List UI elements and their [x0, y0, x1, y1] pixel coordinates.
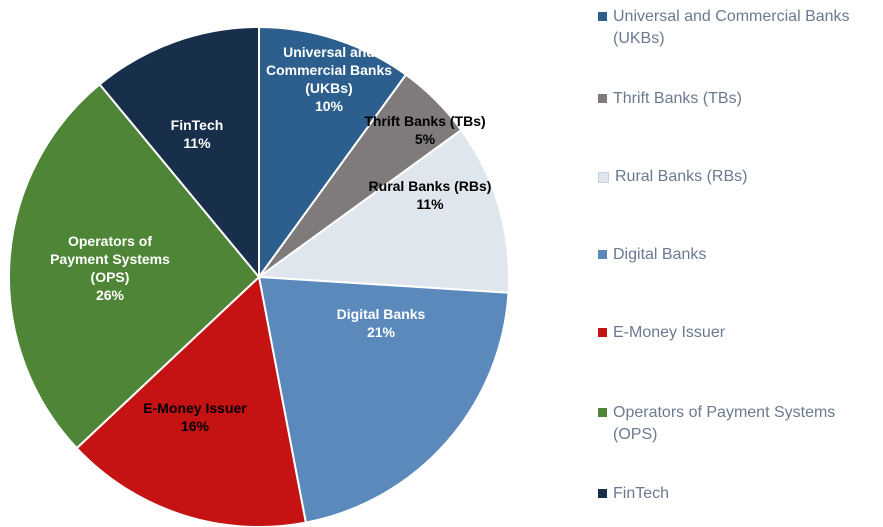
slice-name-fintech: FinTech [171, 117, 224, 133]
slice-label-digital: Digital Banks 21% [337, 306, 426, 340]
slice-name-ops: (OPS) [91, 269, 130, 285]
legend-swatch-rb [598, 172, 609, 183]
slice-label-ukb: Universal and Commercial Banks (UKBs) 10% [266, 44, 392, 114]
slice-name-ukb: (UKBs) [305, 80, 352, 96]
legend: Universal and Commercial Banks (UKBs) Thr… [598, 0, 883, 527]
legend-item-digital: Digital Banks [598, 244, 875, 266]
slice-label-fintech: FinTech 11% [171, 117, 224, 151]
legend-item-fintech: FinTech [598, 483, 875, 505]
legend-label-fintech: FinTech [613, 485, 670, 502]
pie-slice-fintech [98, 25, 260, 280]
legend-label-digital: Digital Banks [613, 246, 707, 263]
legend-swatch-fintech [598, 489, 607, 498]
legend-swatch-ops [598, 408, 607, 417]
slice-label-ops: Operators of Payment Systems (OPS) 26% [50, 233, 170, 303]
slice-percent-ops: 26% [96, 287, 125, 303]
legend-swatch-emoney [598, 328, 607, 337]
slice-name-ukb: Commercial Banks [266, 62, 392, 78]
slice-name-tb: Thrift Banks (TBs) [364, 113, 485, 129]
pie-slice-emoney [75, 275, 308, 527]
legend-swatch-digital [598, 250, 607, 259]
legend-item-ukb: Universal and Commercial Banks (UKBs) [598, 6, 875, 50]
pie-slice-digital [257, 275, 510, 524]
pie-slices [8, 25, 510, 527]
legend-item-emoney: E-Money Issuer [598, 322, 875, 344]
pie-chart: Universal and Commercial Banks (UKBs) 10% Th… [8, 25, 510, 527]
legend-item-tb: Thrift Banks (TBs) [598, 88, 875, 110]
pie-slice-ukb [258, 25, 408, 281]
legend-label-rb: Rural Banks (RBs) [615, 168, 748, 185]
slice-name-ukb: Universal and [283, 44, 375, 60]
legend-item-rb: Rural Banks (RBs) [598, 166, 877, 188]
pie-labels: Universal and Commercial Banks (UKBs) 10% Th… [50, 44, 491, 434]
slice-label-tb: Thrift Banks (TBs) 5% [364, 113, 485, 147]
slice-percent-tb: 5% [415, 131, 436, 147]
slice-percent-rb: 11% [416, 196, 444, 212]
pie-slice-rb [256, 128, 510, 294]
slice-percent-fintech: 11% [183, 135, 211, 151]
slice-name-ops: Payment Systems [50, 251, 170, 267]
legend-label-ops: Operators of Payment Systems (OPS) [613, 404, 836, 443]
slice-percent-ukb: 10% [315, 98, 344, 114]
slice-label-rb: Rural Banks (RBs) 11% [369, 178, 492, 212]
slice-name-emoney: E-Money Issuer [143, 400, 247, 416]
slice-label-emoney: E-Money Issuer 16% [143, 400, 247, 434]
legend-label-ukb: Universal and Commercial Banks (UKBs) [613, 8, 850, 47]
slice-percent-digital: 21% [367, 324, 396, 340]
legend-label-tb: Thrift Banks (TBs) [613, 90, 742, 107]
legend-label-emoney: E-Money Issuer [613, 324, 726, 341]
legend-swatch-tb [598, 94, 607, 103]
slice-name-digital: Digital Banks [337, 306, 426, 322]
pie-slice-ops [8, 82, 261, 450]
slice-name-ops: Operators of [68, 233, 152, 249]
legend-item-ops: Operators of Payment Systems (OPS) [598, 402, 875, 446]
slice-percent-emoney: 16% [181, 418, 210, 434]
legend-swatch-ukb [598, 12, 607, 21]
slice-name-rb: Rural Banks (RBs) [369, 178, 492, 194]
